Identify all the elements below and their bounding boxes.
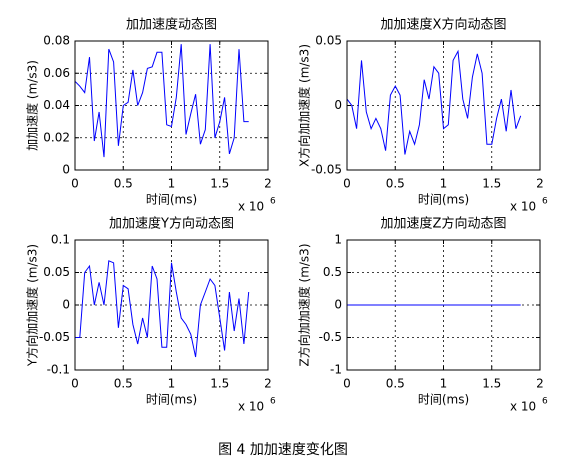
x-tick-label: 1	[440, 177, 448, 191]
axes-box	[74, 40, 269, 171]
x-tick-label: 0	[71, 377, 79, 391]
data-line	[74, 44, 249, 158]
x-scale-exponent: 6	[270, 397, 276, 407]
chart-title: 加加速度X方向动态图	[381, 17, 507, 33]
y-tick-label: 0	[62, 298, 70, 312]
y-tick-label: -0.05	[39, 330, 70, 344]
figure-caption: 图 4 加加速度变化图	[218, 442, 348, 458]
x-tick-label: 2	[536, 377, 544, 391]
y-tick-label: -1	[330, 363, 342, 377]
y-tick-label: -0.1	[47, 363, 70, 377]
chart-title: 加加速度动态图	[126, 17, 217, 33]
x-scale-exponent: 6	[542, 197, 548, 207]
y-axis-label: Y方向加加速度 (m/s3)	[25, 244, 40, 367]
x-scale-exponent: 6	[270, 197, 276, 207]
data-line	[346, 49, 522, 155]
x-tick-label: 2	[536, 177, 544, 191]
y-tick-label: 0	[334, 98, 342, 112]
x-tick-label: 2	[264, 377, 272, 391]
x-scale-base: x 10	[510, 400, 536, 414]
x-tick-label: 1.5	[210, 377, 229, 391]
x-tick-label: 0.5	[114, 177, 133, 191]
chart-title: 加加速度Z方向动态图	[381, 216, 507, 232]
y-tick-label: -0.05	[311, 163, 342, 177]
x-scale-base: x 10	[238, 400, 264, 414]
y-tick-label: 0	[334, 298, 342, 312]
x-tick-label: 0.5	[386, 177, 405, 191]
y-tick-label: 0.1	[51, 233, 70, 247]
x-tick-label: 0.5	[114, 377, 133, 391]
x-tick-label: 0	[343, 377, 351, 391]
y-tick-label: 0.5	[323, 265, 342, 279]
x-tick-label: 0	[343, 177, 351, 191]
axes-box	[346, 239, 541, 371]
x-axis-label: 时间(ms)	[418, 193, 469, 207]
x-tick-label: 0	[71, 177, 79, 191]
x-axis-label: 时间(ms)	[418, 393, 469, 407]
data-line	[75, 260, 250, 358]
x-tick-label: 1.5	[482, 377, 501, 391]
y-tick-label: 0.08	[43, 34, 70, 48]
axes-box	[346, 40, 541, 171]
x-tick-label: 0.5	[386, 377, 405, 391]
y-axis-label: X方向加加速度 (m/s3)	[297, 44, 312, 167]
y-tick-label: 0.02	[43, 130, 70, 144]
y-tick-label: 0	[62, 163, 70, 177]
y-tick-label: 0.05	[43, 265, 70, 279]
y-tick-label: 0.04	[43, 98, 70, 112]
x-tick-label: 1.5	[210, 177, 229, 191]
chart-title: 加加速度Y方向动态图	[109, 216, 234, 232]
y-axis-label: 加加速度 (m/s3)	[25, 60, 40, 151]
x-scale-exponent: 6	[542, 397, 548, 407]
x-scale-base: x 10	[238, 200, 264, 214]
x-tick-label: 2	[264, 177, 272, 191]
y-tick-label: 0.05	[315, 34, 342, 48]
x-tick-label: 1	[168, 177, 176, 191]
axes-box	[74, 239, 269, 371]
y-axis-label: Z方向加加速度 (m/s3)	[297, 243, 312, 366]
y-tick-label: 0.06	[43, 66, 70, 80]
y-tick-label: -0.5	[319, 330, 342, 344]
x-scale-base: x 10	[510, 200, 536, 214]
x-axis-label: 时间(ms)	[146, 393, 197, 407]
x-tick-label: 1.5	[482, 177, 501, 191]
x-axis-label: 时间(ms)	[146, 193, 197, 207]
x-tick-label: 1	[440, 377, 448, 391]
y-tick-label: 1	[334, 233, 342, 247]
x-tick-label: 1	[168, 377, 176, 391]
